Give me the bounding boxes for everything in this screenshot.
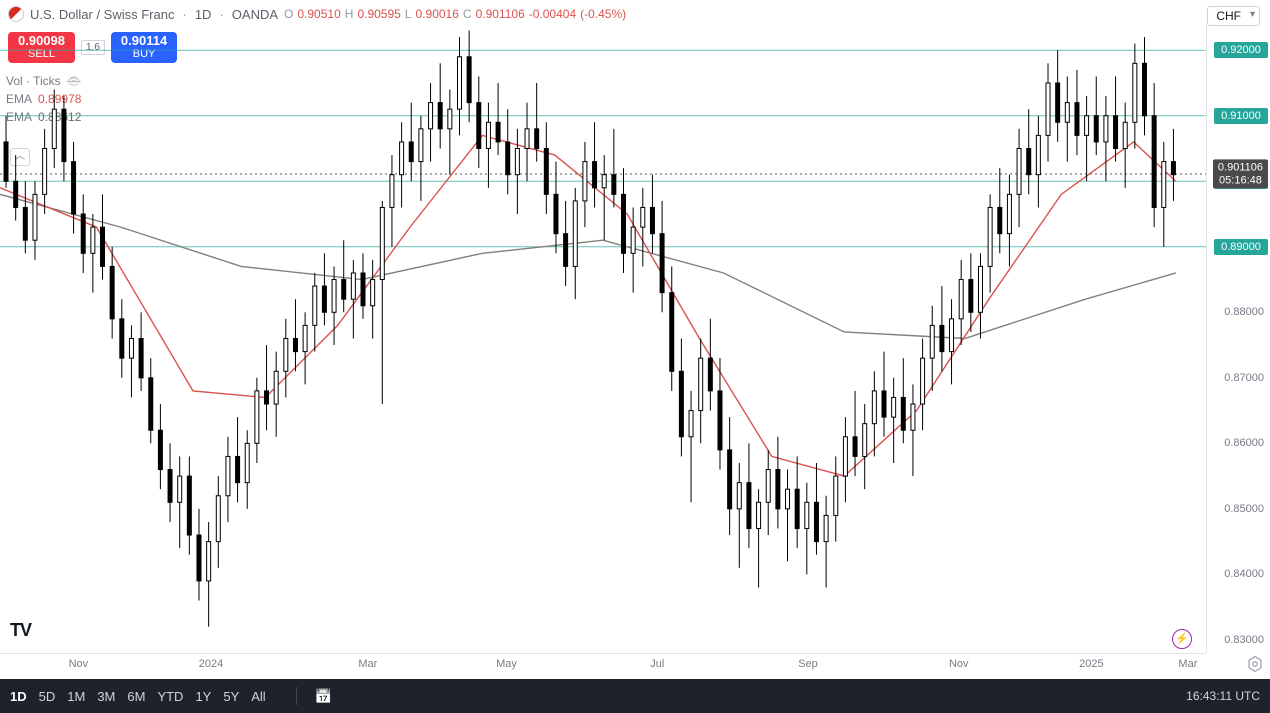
date-range-icon[interactable] (315, 688, 332, 705)
separator (296, 687, 297, 705)
price-tick: 0.83000 (1224, 634, 1264, 646)
price-tick: 0.88000 (1224, 306, 1264, 318)
time-tick: Nov (69, 658, 89, 670)
chart-header: U.S. Dollar / Swiss Franc 1D OANDA O0.90… (8, 4, 1262, 24)
clock-label: 16:43:11 UTC (1186, 689, 1260, 703)
time-tick: 2025 (1079, 658, 1103, 670)
ohlc-readout: O0.90510 H0.90595 L0.90016 C0.901106 -0.… (284, 7, 626, 21)
price-level-label[interactable]: 0.91000 (1214, 108, 1268, 124)
time-tick: May (496, 658, 517, 670)
price-tick: 0.86000 (1224, 437, 1264, 449)
time-tick: 2024 (199, 658, 223, 670)
timeframe-3m[interactable]: 3M (97, 689, 115, 704)
price-level-label[interactable]: 0.89000 (1214, 239, 1268, 255)
dot-sep (217, 7, 225, 22)
price-tick: 0.85000 (1224, 503, 1264, 515)
price-chart[interactable] (0, 24, 1206, 653)
footer-toolbar: 1D 5D 1M 3M 6M YTD 1Y 5Y All 16:43:11 UTC (0, 679, 1270, 713)
price-level-label[interactable]: 0.92000 (1214, 42, 1268, 58)
axis-settings-icon[interactable] (1246, 655, 1264, 673)
time-tick: Jul (650, 658, 664, 670)
price-axis[interactable]: 0.920000.910000.900000.890000.880000.870… (1206, 24, 1270, 653)
timeframe-1m[interactable]: 1M (67, 689, 85, 704)
time-tick: Mar (358, 658, 377, 670)
tradingview-logo-icon: T‎V (10, 620, 31, 641)
symbol-flag-icon (8, 6, 24, 22)
dot-sep (180, 7, 188, 22)
timeframe-5d[interactable]: 5D (39, 689, 56, 704)
price-tick: 0.84000 (1224, 568, 1264, 580)
timeframe-1y[interactable]: 1Y (195, 689, 211, 704)
time-tick: Nov (949, 658, 969, 670)
price-tick: 0.87000 (1224, 372, 1264, 384)
currency-select[interactable]: CHF (1207, 6, 1260, 26)
timeframe-ytd[interactable]: YTD (157, 689, 183, 704)
time-tick: Sep (798, 658, 818, 670)
current-price-label: 0.90110605:16:48 (1213, 159, 1268, 188)
timeframe-5y[interactable]: 5Y (223, 689, 239, 704)
interval-label[interactable]: 1D (195, 7, 212, 22)
symbol-name[interactable]: U.S. Dollar / Swiss Franc (30, 7, 174, 22)
timeframe-all[interactable]: All (251, 689, 265, 704)
timeframe-6m[interactable]: 6M (127, 689, 145, 704)
time-axis[interactable]: Nov 2024 Mar May Jul Sep Nov 2025 Mar (0, 653, 1206, 675)
timeframe-1d[interactable]: 1D (10, 689, 27, 704)
time-tick: Mar (1178, 658, 1197, 670)
broker-label: OANDA (232, 7, 278, 22)
replay-icon[interactable]: ⚡ (1172, 629, 1192, 649)
